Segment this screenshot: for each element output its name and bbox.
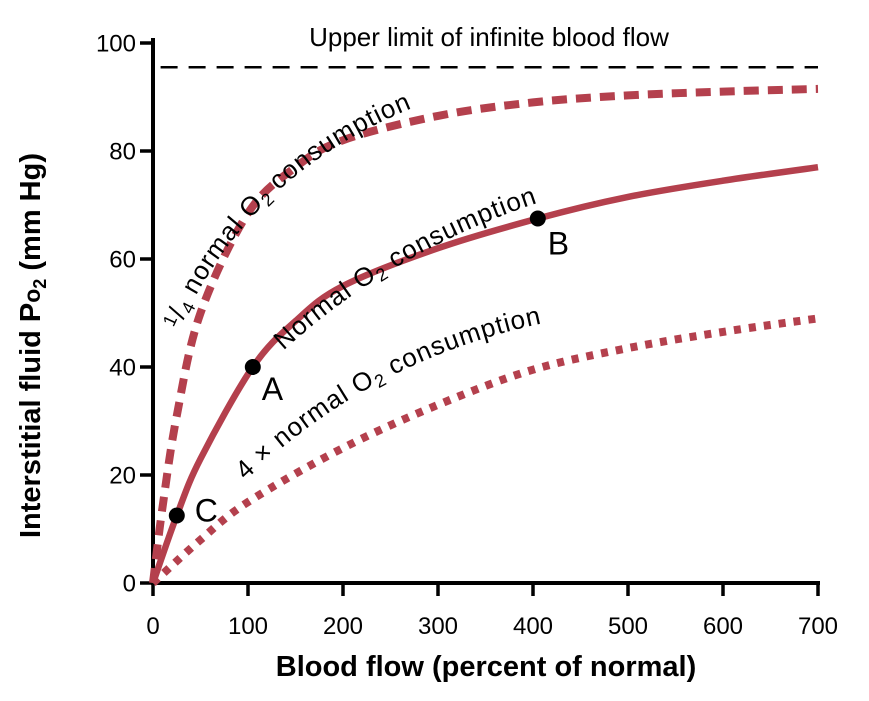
y-title-po-o: o <box>19 289 45 303</box>
marker-label-C: C <box>195 493 218 529</box>
normal-label-tail: consumption <box>375 180 540 278</box>
quad-label-text: 4 × normal O <box>229 363 379 485</box>
y-tick-marks <box>140 41 153 585</box>
normal-label-text: Normal O <box>267 258 381 355</box>
marker-label-B: B <box>548 226 569 262</box>
y-title-units: (mm Hg) <box>15 153 47 279</box>
y-tick-label-80: 80 <box>109 139 136 166</box>
x-tick-label-0: 0 <box>146 613 159 640</box>
x-axis-title: Blood flow (percent of normal) <box>276 651 697 683</box>
y-axis-title: Interstitial fluid Po2 (mm Hg) <box>15 153 50 538</box>
quarter-label-tail: consumption <box>256 86 415 201</box>
y-tick-label-0: 0 <box>123 571 136 598</box>
y-tick-labels: 0 20 40 60 80 100 <box>96 31 136 598</box>
x-tick-marks <box>151 583 820 596</box>
marker-dot-C <box>168 507 185 524</box>
upper-limit-label: Upper limit of infinite blood flow <box>309 22 669 52</box>
x-tick-label-500: 500 <box>608 613 648 640</box>
marker-dot-B <box>529 210 546 227</box>
y-title-subscript: 2 <box>30 279 50 289</box>
x-tick-labels: 0 100 200 300 400 500 600 700 <box>146 613 838 640</box>
x-tick-label-600: 600 <box>703 613 743 640</box>
y-tick-label-20: 20 <box>109 463 136 490</box>
y-tick-label-60: 60 <box>109 247 136 274</box>
x-tick-label-300: 300 <box>418 613 458 640</box>
y-title-text: Interstitial fluid P <box>15 303 47 538</box>
y-tick-label-40: 40 <box>109 355 136 382</box>
x-tick-label-100: 100 <box>228 613 268 640</box>
marker-dot-A <box>244 359 261 375</box>
quarter-label-text: normal O <box>171 187 269 305</box>
curve-4x-o2-consumption <box>150 314 819 586</box>
x-tick-label-700: 700 <box>798 613 838 640</box>
axes <box>151 38 820 585</box>
point-markers: A B C <box>168 210 569 529</box>
x-tick-label-400: 400 <box>513 613 553 640</box>
y-tick-label-100: 100 <box>96 31 136 58</box>
marker-label-A: A <box>262 371 284 407</box>
curve-normal-o2-consumption <box>149 163 819 585</box>
label-quarter-o2-consumption: 1/4 normal O2 consumption <box>159 86 415 330</box>
x-tick-label-200: 200 <box>323 613 363 640</box>
